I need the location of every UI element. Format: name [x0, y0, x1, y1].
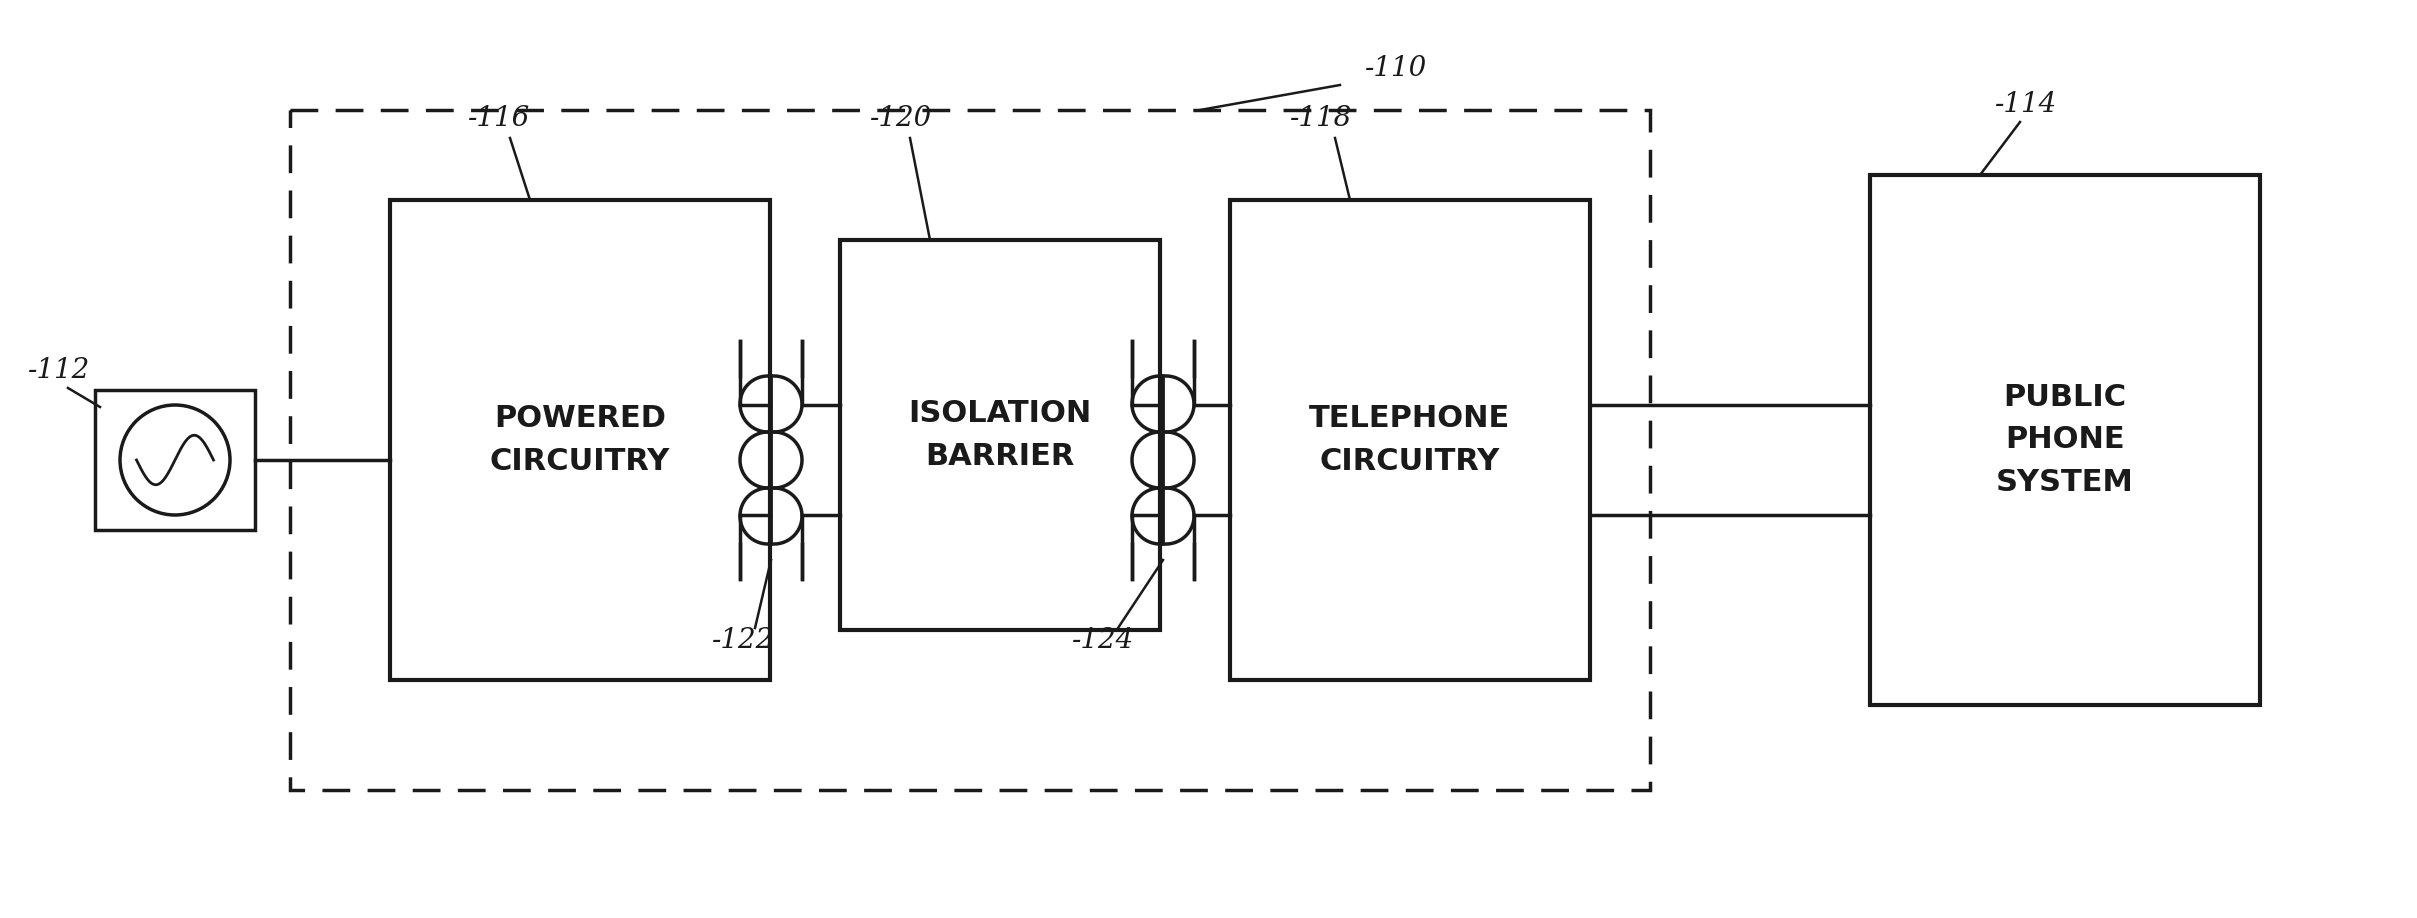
Text: -114: -114	[1994, 92, 2057, 118]
Text: -118: -118	[1291, 105, 1351, 131]
Bar	[1871, 175, 2260, 705]
Text: -122: -122	[713, 626, 773, 654]
Bar	[841, 240, 1160, 630]
Text: POWERED
CIRCUITRY: POWERED CIRCUITRY	[491, 404, 670, 476]
Text: -124: -124	[1073, 626, 1134, 654]
Bar	[389, 200, 771, 680]
Bar	[290, 110, 1651, 790]
Bar	[94, 390, 256, 530]
Text: ISOLATION
BARRIER: ISOLATION BARRIER	[909, 399, 1092, 471]
Bar	[1230, 200, 1590, 680]
Text: -110: -110	[1366, 54, 1428, 82]
Text: -112: -112	[29, 356, 89, 384]
Text: -120: -120	[870, 105, 933, 131]
Text: TELEPHONE
CIRCUITRY: TELEPHONE CIRCUITRY	[1310, 404, 1511, 476]
Text: -116: -116	[469, 105, 529, 131]
Text: PUBLIC
PHONE
SYSTEM: PUBLIC PHONE SYSTEM	[1996, 383, 2134, 498]
